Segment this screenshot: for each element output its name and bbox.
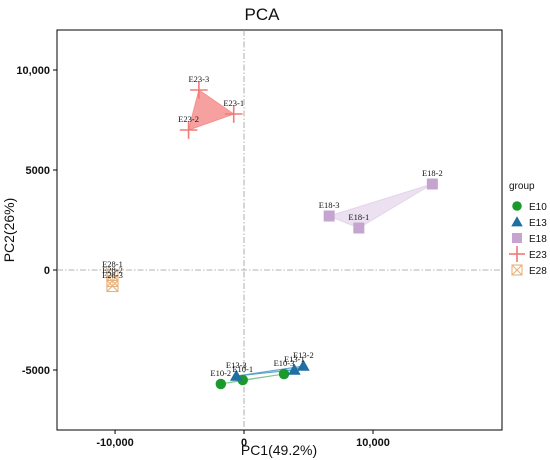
point-label-e18-3: E18-3 bbox=[319, 200, 340, 210]
y-axis-label: PC2(26%) bbox=[1, 198, 17, 263]
point-e23-2 bbox=[179, 121, 198, 139]
point-e23-3 bbox=[190, 81, 208, 99]
point-label-e23-1: E23-1 bbox=[223, 98, 244, 108]
point-label-e13-2: E13-2 bbox=[293, 350, 314, 360]
legend-marker-e13 bbox=[511, 216, 523, 227]
legend-marker-e18 bbox=[512, 233, 522, 243]
y-tick-label: 10,000 bbox=[16, 65, 50, 77]
plot-area bbox=[56, 29, 503, 431]
point-label-e18-2: E18-2 bbox=[422, 168, 443, 178]
point-e13-2 bbox=[297, 359, 310, 371]
legend-label-e13: E13 bbox=[529, 218, 547, 229]
legend-marker-e28 bbox=[511, 264, 523, 276]
point-e18-2 bbox=[426, 178, 438, 190]
legend-label-e10: E10 bbox=[529, 202, 547, 213]
point-label-e13-1: E13-1 bbox=[284, 354, 305, 364]
legend-label-e28: E28 bbox=[529, 266, 547, 277]
point-e28-3 bbox=[106, 279, 119, 293]
hull-e18 bbox=[328, 183, 433, 229]
point-e18-1 bbox=[353, 222, 365, 234]
legend-marker-e10 bbox=[512, 201, 522, 211]
point-label-e28-1: E28-1 bbox=[102, 259, 123, 269]
x-tick-label: 0 bbox=[241, 437, 247, 449]
y-axis-ticks: -5000 0 5000 10,000 bbox=[16, 65, 57, 377]
point-label-e10-1: E10-1 bbox=[232, 364, 253, 374]
legend-label-e18: E18 bbox=[529, 234, 547, 245]
point-e23-1 bbox=[224, 105, 243, 123]
y-tick-label: 5000 bbox=[26, 165, 50, 177]
legend-label-e23: E23 bbox=[529, 250, 547, 261]
x-axis-ticks: -10,000 0 10,000 bbox=[96, 430, 390, 449]
x-tick-label: 10,000 bbox=[356, 437, 390, 449]
y-tick-label: -5000 bbox=[22, 365, 50, 377]
point-label-e28-2: E28-2 bbox=[102, 265, 123, 275]
x-axis-label: PC1(49.2%) bbox=[241, 442, 317, 458]
point-label-e28-3: E28-3 bbox=[102, 270, 123, 280]
hull-e10 bbox=[220, 373, 285, 385]
y-tick-label: 0 bbox=[44, 265, 50, 277]
point-e13-3 bbox=[229, 369, 243, 381]
point-e18-3 bbox=[323, 210, 335, 222]
legend-marker-e23 bbox=[509, 246, 525, 262]
point-e10-2 bbox=[215, 378, 227, 390]
point-label-e10-2: E10-2 bbox=[210, 368, 231, 378]
chart-title: PCA bbox=[245, 5, 281, 24]
legend-title: group bbox=[509, 181, 535, 192]
point-label-e23-2: E23-2 bbox=[178, 114, 199, 124]
point-label-e13-3: E13-3 bbox=[226, 360, 247, 370]
group-hulls bbox=[111, 89, 433, 385]
point-label-e23-3: E23-3 bbox=[188, 74, 209, 84]
point-label-e10-3: E10-3 bbox=[274, 358, 295, 368]
point-e13-1 bbox=[288, 363, 301, 375]
reference-lines bbox=[57, 30, 502, 430]
point-e10-3 bbox=[278, 368, 290, 380]
x-tick-label: -10,000 bbox=[96, 437, 133, 449]
data-points bbox=[106, 81, 438, 390]
legend: group E10 E13 E18 E23 E28 bbox=[509, 181, 547, 277]
point-label-e18-1: E18-1 bbox=[348, 212, 369, 222]
hull-e23 bbox=[188, 89, 235, 131]
